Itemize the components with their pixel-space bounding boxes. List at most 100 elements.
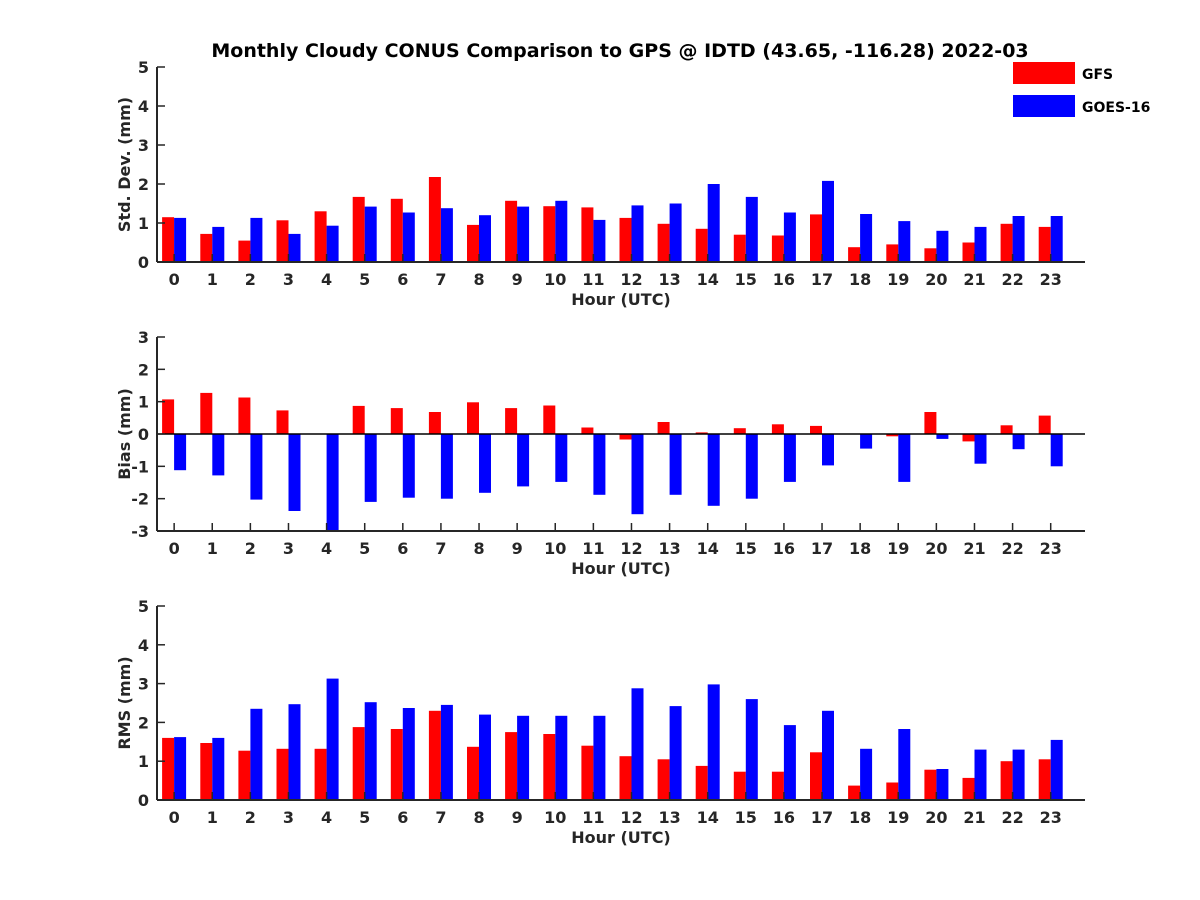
std-dev-bar-goes16-2 — [250, 217, 263, 262]
bias-xtick-label: 12 — [620, 539, 642, 558]
bias-bar-goes16-5 — [364, 434, 377, 502]
std-dev-xtick-label: 16 — [773, 270, 795, 289]
bias-xtick-label: 20 — [925, 539, 947, 558]
std-dev-bar-goes16-1 — [212, 226, 225, 262]
std-dev-xtick-label: 3 — [283, 270, 294, 289]
std-dev-xtick-label: 10 — [544, 270, 566, 289]
rms-bar-gfs-20 — [924, 769, 937, 800]
std-dev-ytick-label: 5 — [138, 58, 149, 77]
rms-ytick-label: 0 — [138, 791, 149, 810]
bias-bar-gfs-22 — [1000, 425, 1013, 434]
std-dev-bar-gfs-4 — [314, 211, 327, 262]
bias-bar-gfs-0 — [162, 399, 175, 434]
bias-bar-goes16-17 — [822, 434, 834, 466]
rms-bar-gfs-3 — [276, 748, 289, 800]
rms-bar-goes16-18 — [860, 748, 873, 800]
rms-bar-gfs-15 — [733, 771, 746, 800]
std-dev-xtick-label: 4 — [321, 270, 332, 289]
rms-bar-goes16-22 — [1012, 749, 1025, 800]
std-dev-bar-gfs-8 — [467, 224, 479, 262]
rms-bar-gfs-10 — [543, 734, 556, 800]
std-dev-xtick-label: 21 — [963, 270, 985, 289]
std-dev-bar-gfs-9 — [505, 200, 518, 262]
bias-bar-gfs-12 — [619, 434, 632, 440]
bias-xtick-label: 2 — [245, 539, 256, 558]
rms-xtick-label: 2 — [245, 808, 256, 827]
bias-bar-goes16-15 — [745, 434, 758, 499]
bias-xtick-label: 11 — [582, 539, 604, 558]
bias-bar-gfs-5 — [352, 405, 365, 434]
rms-bar-goes16-20 — [936, 769, 949, 800]
rms-xtick-label: 11 — [582, 808, 604, 827]
std-dev-ytick-label: 0 — [138, 253, 149, 272]
std-dev-bar-goes16-0 — [174, 217, 187, 262]
rms-xtick-label: 8 — [473, 808, 484, 827]
rms-bar-gfs-6 — [390, 729, 403, 800]
rms-xtick-label: 14 — [697, 808, 719, 827]
std-dev-bar-gfs-6 — [390, 198, 403, 262]
rms-bar-gfs-2 — [238, 750, 251, 800]
std-dev-bar-gfs-15 — [733, 234, 746, 262]
bias-bar-gfs-14 — [695, 432, 708, 434]
rms-xtick-label: 22 — [1001, 808, 1023, 827]
std-dev-bar-gfs-3 — [276, 220, 289, 262]
bias-bar-gfs-13 — [657, 422, 670, 434]
rms-bar-goes16-8 — [479, 714, 491, 800]
rms-xtick-label: 18 — [849, 808, 871, 827]
rms-bar-goes16-23 — [1050, 739, 1063, 800]
std-dev-bar-goes16-13 — [669, 203, 682, 262]
legend-swatch-gfs — [1013, 62, 1075, 84]
std-dev-xtick-label: 22 — [1001, 270, 1023, 289]
rms-xtick-label: 12 — [620, 808, 642, 827]
bias-bar-gfs-11 — [581, 427, 594, 434]
std-dev-xtick-label: 2 — [245, 270, 256, 289]
bias-xtick-label: 9 — [512, 539, 523, 558]
rms-xtick-label: 19 — [887, 808, 909, 827]
std-dev-bar-gfs-16 — [771, 235, 784, 262]
rms-bar-gfs-4 — [314, 748, 327, 800]
std-dev-x-axis-label: Hour (UTC) — [571, 290, 671, 309]
rms-bar-gfs-7 — [428, 710, 441, 800]
rms-bar-goes16-7 — [440, 704, 453, 800]
std-dev-bar-gfs-12 — [619, 217, 632, 262]
bias-bar-goes16-4 — [326, 434, 339, 531]
rms-xtick-label: 4 — [321, 808, 332, 827]
bias-bar-goes16-12 — [631, 434, 644, 515]
rms-bar-gfs-22 — [1000, 761, 1013, 800]
bias-bar-gfs-17 — [810, 425, 822, 434]
std-dev-bar-gfs-23 — [1038, 226, 1051, 262]
bias-bar-goes16-22 — [1012, 434, 1025, 450]
bias-x-axis-label: Hour (UTC) — [571, 559, 671, 578]
bias-bar-gfs-23 — [1038, 415, 1051, 434]
rms-bar-gfs-16 — [771, 771, 784, 800]
bias-bar-gfs-21 — [962, 434, 975, 442]
std-dev-bar-gfs-17 — [810, 214, 822, 262]
rms-ytick-label: 3 — [138, 675, 149, 694]
std-dev-bar-gfs-20 — [924, 248, 937, 262]
bias-xtick-label: 14 — [697, 539, 719, 558]
std-dev-bar-gfs-1 — [200, 233, 213, 262]
rms-x-axis-label: Hour (UTC) — [571, 828, 671, 847]
rms-bar-goes16-6 — [402, 708, 415, 800]
bias-xtick-label: 4 — [321, 539, 332, 558]
rms-bar-goes16-15 — [745, 699, 758, 800]
bias-bar-goes16-14 — [707, 434, 720, 506]
bias-xtick-label: 22 — [1001, 539, 1023, 558]
rms-ytick-label: 4 — [138, 636, 149, 655]
bias-bar-goes16-9 — [517, 434, 530, 487]
std-dev-bar-gfs-21 — [962, 242, 975, 262]
std-dev-bar-gfs-2 — [238, 240, 251, 262]
bias-y-axis-label: Bias (mm) — [115, 388, 134, 480]
std-dev-bar-gfs-19 — [886, 244, 899, 262]
bias-xtick-label: 21 — [963, 539, 985, 558]
std-dev-bar-gfs-5 — [352, 196, 365, 262]
std-dev-bar-gfs-22 — [1000, 223, 1013, 262]
rms-bar-gfs-13 — [657, 759, 670, 800]
legend: GFS GOES-16 — [1013, 62, 1150, 117]
std-dev-bar-goes16-11 — [593, 219, 606, 262]
rms-bar-gfs-18 — [848, 785, 861, 800]
rms-bar-goes16-14 — [707, 684, 720, 800]
rms-bar-goes16-0 — [174, 737, 187, 800]
rms-bar-gfs-17 — [810, 752, 822, 800]
